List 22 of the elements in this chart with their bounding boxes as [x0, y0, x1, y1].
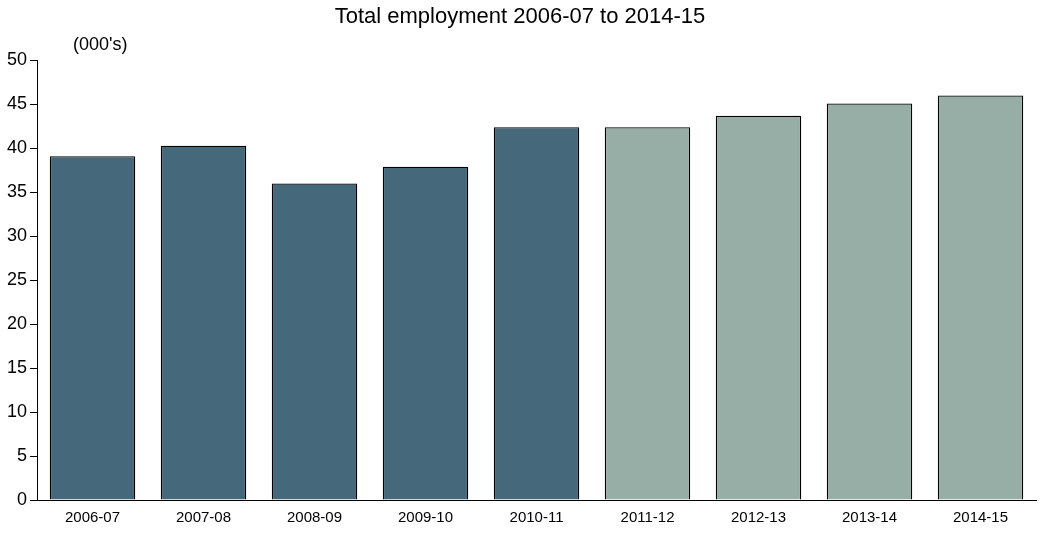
y-tick-label: 45	[6, 93, 28, 114]
x-tick-label: 2007-08	[175, 508, 232, 526]
x-tick-label: 2012-13	[730, 508, 787, 526]
y-tick-label: 25	[6, 269, 28, 290]
y-tick-label: 30	[6, 225, 28, 246]
x-tick-label: 2008-09	[286, 508, 343, 526]
x-tick-label: 2011-12	[620, 508, 675, 526]
x-tick-label: 2013-14	[841, 508, 898, 526]
x-tick-label: 2014-15	[952, 508, 1009, 526]
y-tick-label: 0	[17, 488, 28, 509]
x-tick-label: 2010-11	[509, 508, 564, 526]
y-tick-label: 40	[6, 137, 28, 158]
y-tick-label: 35	[6, 181, 28, 202]
x-tick-label: 2006-07	[64, 508, 121, 526]
y-axis-title: (000's)	[73, 34, 128, 55]
x-tick-label: 2009-10	[397, 508, 454, 526]
y-tick-label: 50	[6, 49, 28, 70]
y-tick-label: 10	[6, 401, 28, 422]
y-tick-label: 20	[6, 313, 28, 334]
y-tick-label: 5	[17, 445, 28, 466]
chart-title: Total employment 2006-07 to 2014-15	[334, 3, 706, 29]
y-tick-label: 15	[6, 357, 28, 378]
